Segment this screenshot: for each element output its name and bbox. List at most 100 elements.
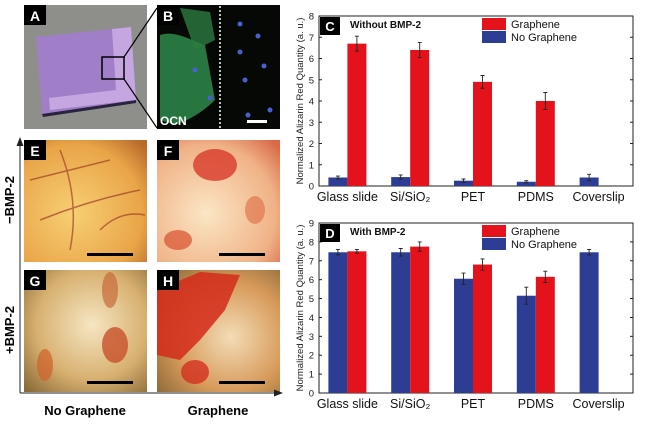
legend-swatch (482, 238, 506, 250)
panel-letter-b: B (163, 8, 173, 24)
y-tick-label: 3 (309, 332, 314, 343)
y-tick-label: 7 (309, 33, 314, 44)
y-tick-label: 0 (309, 389, 314, 400)
x-tick-label: Si/SiO₂ (390, 397, 430, 411)
stain-label: OCN (160, 114, 187, 128)
bar-graphene (347, 251, 367, 393)
scale-bar (219, 381, 265, 384)
scale-bar (247, 120, 267, 123)
error-bar (524, 180, 529, 184)
x-tick-label: Glass slide (317, 397, 378, 411)
bar-no-graphene (454, 278, 473, 393)
error-bar (480, 75, 485, 89)
legend-swatch (482, 225, 506, 237)
y-tick-label: 9 (309, 219, 314, 230)
legend-label: Graphene (511, 226, 560, 238)
bar-no-graphene (516, 181, 536, 186)
bar-no-graphene (454, 180, 473, 186)
x-tick-label: PET (461, 190, 486, 204)
y-tick-label: 5 (309, 294, 314, 305)
y-tick-label: 5 (309, 75, 314, 86)
panel-letter-g: G (30, 273, 41, 289)
error-bar (354, 35, 359, 52)
column-label-no-graphene: No Graphene (44, 403, 126, 418)
panel-f-photo: F (157, 140, 280, 262)
chart-title: With BMP-2 (350, 227, 406, 238)
panel-letter-box (320, 17, 340, 35)
x-tick-label: PET (461, 397, 486, 411)
panel-letter-f: F (164, 143, 173, 159)
error-bar (354, 248, 359, 254)
x-tick-label: Si/SiO₂ (390, 190, 430, 204)
panel-e-photo: E (24, 140, 147, 262)
y-tick-label: 0 (309, 182, 314, 193)
y-axis-label: Normalized Alizarin Red Quantity (a. u.) (295, 18, 306, 185)
y-tick-label: 4 (309, 97, 314, 108)
y-tick-label: 6 (309, 54, 314, 65)
legend-swatch (482, 31, 506, 43)
bar-no-graphene (579, 177, 599, 186)
chart-title: Without BMP-2 (350, 20, 421, 31)
x-tick-label: Glass slide (317, 190, 378, 204)
error-bar (335, 175, 340, 180)
y-tick-label: 2 (309, 351, 314, 362)
panel-letter: C (325, 19, 335, 34)
panel-letter-e: E (30, 143, 39, 159)
row-label-minus-bmp2: −BMP-2 (2, 176, 17, 224)
bar-graphene (410, 246, 430, 393)
legend-swatch (482, 18, 506, 30)
legend-label: No Graphene (511, 32, 577, 44)
bar-no-graphene (328, 252, 348, 393)
y-tick-label: 1 (309, 370, 314, 381)
error-bar (398, 174, 403, 180)
x-tick-label: Coverslip (573, 190, 625, 204)
error-bar (543, 270, 548, 283)
bar-graphene (535, 276, 555, 393)
error-bar (398, 248, 403, 257)
y-tick-label: 3 (309, 118, 314, 129)
bar-graphene (347, 43, 367, 186)
bar-no-graphene (391, 177, 411, 186)
y-tick-label: 1 (309, 160, 314, 171)
panel-h-photo: H (157, 270, 280, 392)
y-tick-label: 8 (309, 237, 314, 248)
panel-a-photo: A (24, 5, 158, 129)
error-bar (587, 248, 592, 256)
error-bar (543, 92, 548, 110)
y-axis-label: Normalized Alizarin Red Quantity (a. u.) (295, 225, 306, 392)
y-tick-label: 7 (309, 256, 314, 267)
condition-axes: −BMP-2 +BMP-2 No Graphene Graphene (2, 137, 283, 418)
panel-letter-a: A (30, 8, 40, 24)
nuclei (192, 21, 273, 118)
x-tick-label: PDMS (518, 397, 554, 411)
error-bar (524, 286, 529, 305)
legend-label: Graphene (511, 19, 560, 31)
y-tick-label: 6 (309, 275, 314, 286)
error-bar (587, 173, 592, 182)
panel-letter-box (320, 224, 340, 242)
scale-bar (219, 253, 265, 256)
panel-letter: D (325, 226, 334, 241)
bar-graphene (535, 101, 555, 186)
x-tick-label: Coverslip (573, 397, 625, 411)
zoom-box (101, 56, 125, 80)
bar-no-graphene (516, 295, 536, 393)
error-bar (335, 248, 340, 256)
bar-no-graphene (328, 177, 348, 186)
error-bar (461, 272, 466, 285)
y-tick-label: 8 (309, 12, 314, 23)
panel-b-fluorescence: B OCN (157, 5, 280, 129)
x-tick-label: PDMS (518, 190, 554, 204)
error-bar (417, 241, 422, 252)
column-label-graphene: Graphene (188, 403, 249, 418)
panel-g-photo: G (24, 270, 147, 392)
legend-label: No Graphene (511, 239, 577, 251)
error-bar (461, 178, 466, 183)
error-bar (480, 258, 485, 271)
scale-bar (87, 381, 133, 384)
bar-graphene (473, 264, 492, 393)
scale-bar (87, 253, 133, 256)
